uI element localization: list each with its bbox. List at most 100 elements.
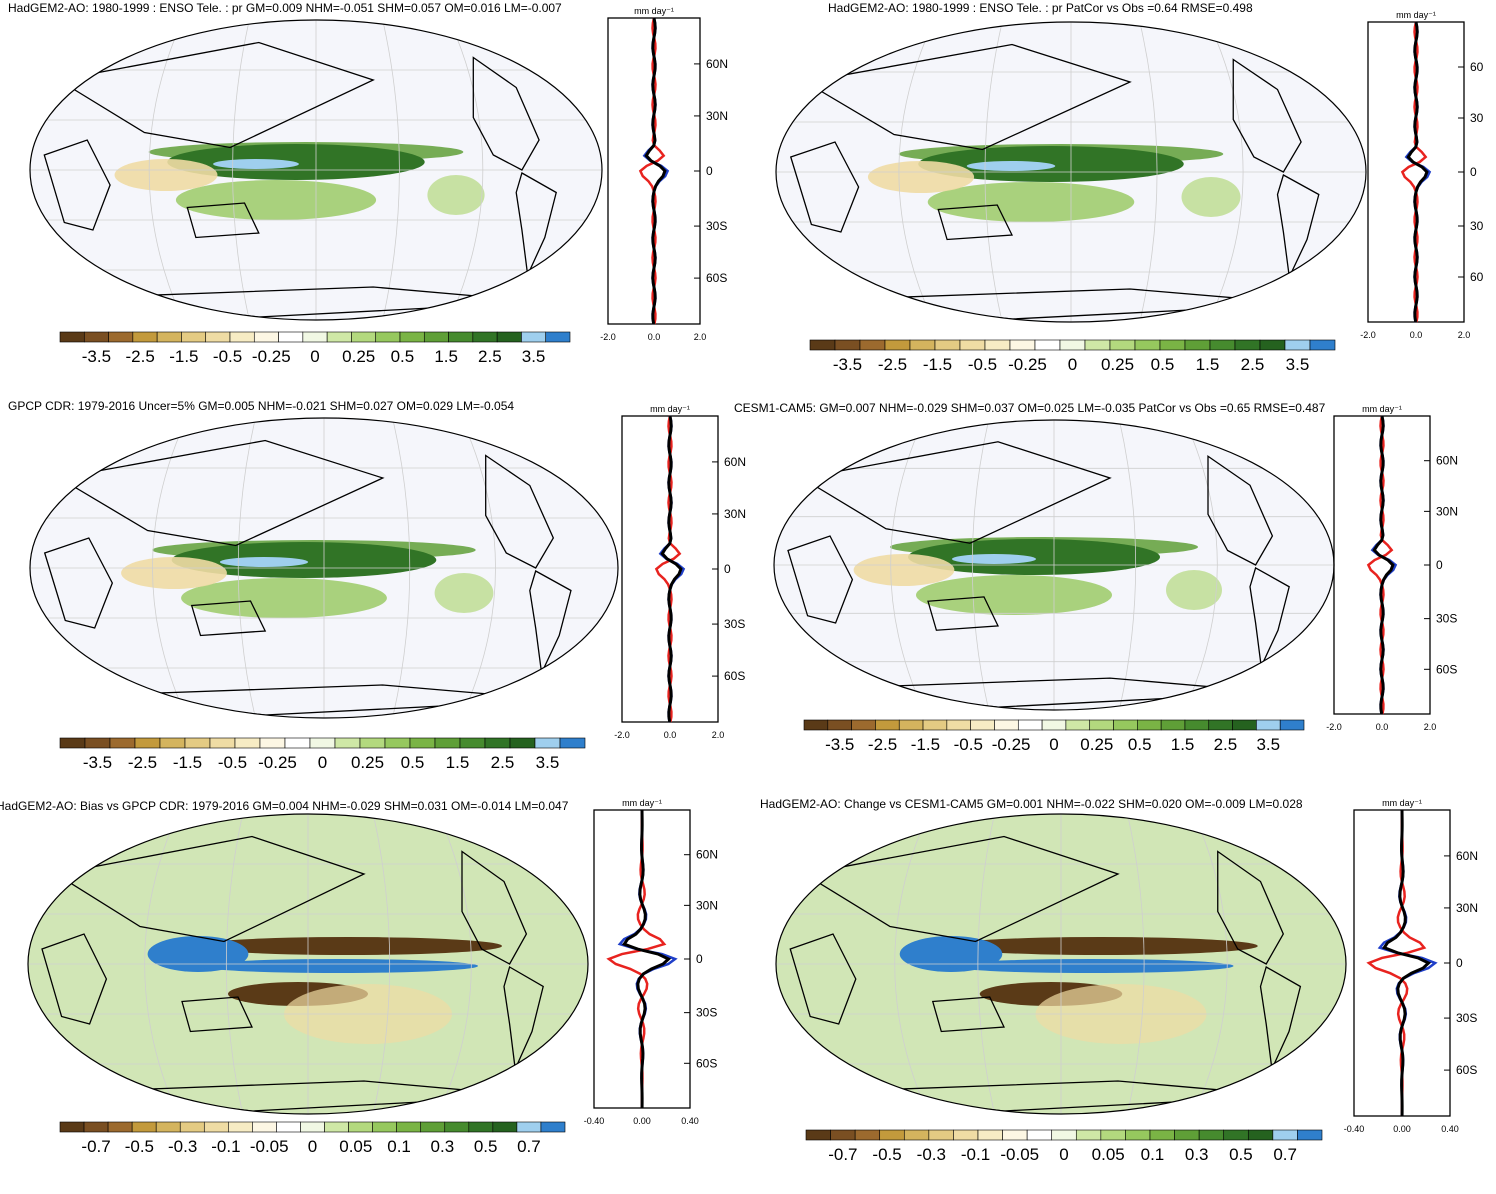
colorbar-box: [805, 1129, 831, 1141]
units-label: mm day⁻¹: [650, 404, 690, 414]
colorbar-box: [1209, 339, 1236, 351]
colorbar-label: -0.5: [954, 735, 983, 754]
graticule-meridian: [894, 814, 929, 1114]
world-map: [30, 418, 618, 718]
bias-band-pacific: [948, 959, 1234, 973]
continent-australia: [190, 600, 267, 637]
x-tick-label: 0.00: [633, 1116, 651, 1126]
colorbar-box: [1041, 719, 1067, 731]
graticule-meridian: [1118, 420, 1137, 710]
colorbar-box: [898, 719, 924, 731]
colorbar-box: [423, 331, 449, 343]
world-map: [776, 814, 1346, 1114]
colorbar-label: 0.25: [1080, 735, 1113, 754]
lat-tick-label: 30N: [706, 109, 728, 123]
colorbar-label: 1.5: [1171, 735, 1195, 754]
zonal-series-black: [660, 415, 683, 723]
colorbar-box: [934, 339, 961, 351]
colorbar-box: [83, 331, 109, 343]
graticule-meridian: [898, 22, 934, 322]
colorbar-box: [516, 1121, 542, 1133]
anomaly-core: [952, 554, 1036, 564]
colorbar-label: 0.3: [431, 1137, 455, 1156]
colorbar-label: 3.5: [536, 753, 560, 772]
panel-top-right: HadGEM2-AO: 1980-1999 : ENSO Tele. : pr …: [748, 0, 1496, 398]
lat-tick-label: 30: [1470, 111, 1484, 125]
colorbar-box: [334, 737, 361, 749]
colorbar-box: [984, 339, 1011, 351]
continent-australia: [186, 202, 260, 239]
continent-africa: [41, 933, 108, 1025]
colorbar-box: [229, 331, 255, 343]
colorbar-box: [1284, 339, 1311, 351]
lat-tick-label: 30N: [724, 507, 746, 521]
lat-tick-label: 0: [724, 562, 731, 576]
colorbar-box: [1113, 719, 1138, 731]
colorbar-box: [1223, 1129, 1249, 1141]
colorbar-label: 2.5: [491, 753, 515, 772]
colorbar-box: [994, 719, 1019, 731]
colorbar-box: [1297, 1129, 1323, 1141]
colorbar-label: -3.5: [82, 347, 111, 366]
zonal-series-black: [1372, 415, 1395, 715]
zonal-series-red: [606, 809, 667, 1109]
colorbar-label: -2.5: [125, 347, 154, 366]
colorbar-box: [559, 737, 586, 749]
colorbar-label: 0: [308, 1137, 317, 1156]
colorbar-box: [1184, 339, 1211, 351]
colorbar-box: [109, 737, 136, 749]
anomaly-core: [966, 161, 1056, 171]
colorbar-label: -3.5: [83, 753, 112, 772]
colorbar-label: -0.05: [1000, 1145, 1039, 1164]
colorbar-box: [326, 331, 352, 343]
panel-title: HadGEM2-AO: 1980-1999 : ENSO Tele. : pr …: [828, 1, 1253, 15]
colorbar-label: 3.5: [1286, 355, 1310, 374]
zonal-series-black: [1406, 21, 1429, 323]
lat-tick-label: 60: [1470, 60, 1484, 74]
colorbar-box: [159, 737, 186, 749]
colorbar-label: 0: [1049, 735, 1058, 754]
colorbar-label: 3.5: [1256, 735, 1280, 754]
anomaly-band-negative: [853, 554, 955, 586]
panel-mid-left: GPCP CDR: 1979-2016 Uncer=5% GM=0.005 NH…: [0, 398, 748, 796]
colorbar-box: [155, 1121, 181, 1133]
anomaly-atlantic: [427, 175, 485, 215]
colorbar-box: [448, 331, 474, 343]
units-label: mm day⁻¹: [622, 798, 662, 808]
graticule-meridian: [1139, 22, 1158, 322]
graticule-meridian: [460, 418, 496, 718]
graticule-meridian: [148, 20, 183, 320]
units-label: mm day⁻¹: [1382, 798, 1422, 808]
graticule-meridian: [1208, 22, 1244, 322]
x-tick-label: -0.40: [1344, 1124, 1365, 1134]
lat-tick-label: 30N: [1436, 504, 1458, 518]
colorbar-label: -1.5: [169, 347, 198, 366]
panel-title: HadGEM2-AO: Change vs CESM1-CAM5 GM=0.00…: [760, 797, 1303, 811]
colorbar-box: [854, 1129, 881, 1141]
colorbar-box: [132, 331, 158, 343]
colorbar-box: [1259, 339, 1286, 351]
colorbar-box: [372, 1121, 397, 1133]
colorbar-box: [1174, 1129, 1200, 1141]
colorbar-label: 0.25: [342, 347, 375, 366]
panel-title: CESM1-CAM5: GM=0.007 NHM=-0.029 SHM=0.03…: [734, 401, 1326, 415]
x-tick-label: 0.0: [1376, 722, 1389, 732]
continent-africa: [789, 141, 860, 233]
colorbar-box: [276, 1121, 301, 1133]
colorbar-label: 0.1: [1141, 1145, 1165, 1164]
colorbar-box: [1232, 719, 1257, 731]
colorbar-box: [496, 331, 522, 343]
colorbar-box: [1279, 719, 1305, 731]
colorbar-box: [468, 1121, 494, 1133]
colorbar-box: [309, 737, 336, 749]
colorbar-box: [234, 737, 261, 749]
lat-tick-label: 60N: [1456, 849, 1478, 863]
continent-australia: [927, 596, 1000, 631]
colorbar-label: 1.5: [1196, 355, 1220, 374]
colorbar-box: [184, 737, 211, 749]
lat-tick-label: 0: [1470, 165, 1477, 179]
zonal-series-black: [1381, 809, 1432, 1117]
colorbar-box: [1134, 339, 1161, 351]
colorbar-box: [324, 1121, 349, 1133]
colorbar-box: [959, 339, 986, 351]
